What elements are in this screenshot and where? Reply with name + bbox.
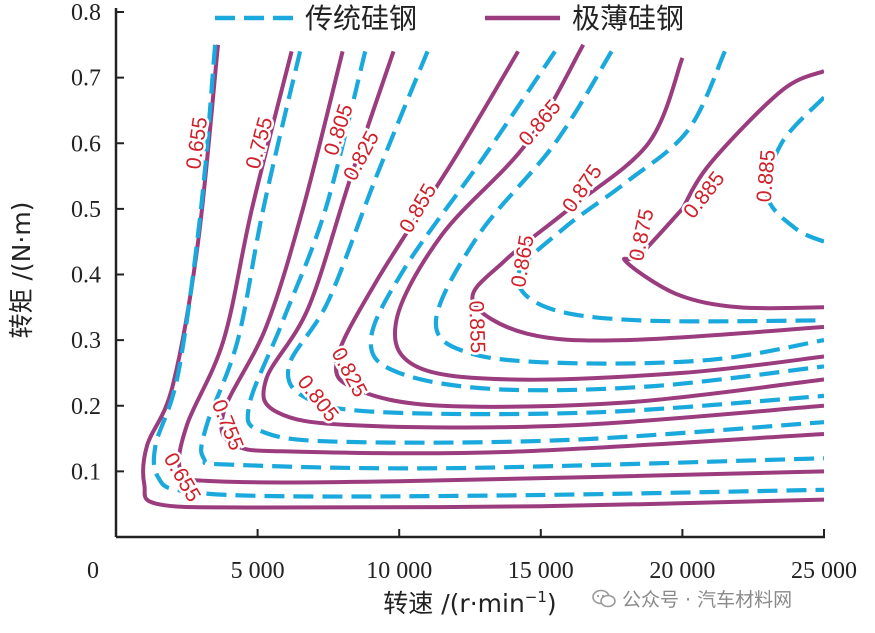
ultrathin-contour-0_875 — [470, 57, 824, 343]
contour-label: 0.655 — [182, 115, 212, 170]
contour-label: 0.855 — [464, 300, 489, 353]
legend-label-traditional: 传统硅钢 — [305, 2, 417, 35]
traditional-contour-0_855 — [368, 50, 824, 393]
legend-label-ultrathin: 极薄硅钢 — [572, 2, 684, 35]
contour-label: 0.755 — [242, 115, 278, 172]
y-tick-label: 0.1 — [71, 459, 101, 485]
y-tick-label: 0.7 — [71, 66, 101, 92]
contour-label: 0.755 — [207, 396, 248, 453]
legend: 传统硅钢 极薄硅钢 — [205, 0, 725, 36]
contour-label: 0.885 — [753, 149, 780, 203]
ultrathin-contour-0_805 — [219, 50, 824, 456]
x-tick-label: 0 — [87, 558, 99, 584]
contour-label: 0.865 — [507, 233, 539, 289]
ultrathin-contour-0_855 — [334, 50, 824, 409]
traditional-contour-0_875 — [515, 50, 824, 324]
watermark: 公众号 · 汽车材料网 — [592, 585, 792, 612]
plot-area: 0.655 0.755 0.8050.8250.8550.8650.8750.875… — [141, 43, 824, 510]
y-tick-label: 0.3 — [71, 328, 101, 354]
x-axis-title: 转速 /(r·min−1) — [383, 588, 556, 618]
contour-label: 0.885 — [679, 167, 729, 223]
ultrathin-contour-0_865 — [392, 43, 824, 382]
x-tick-label: 20 000 — [649, 558, 715, 584]
y-tick-label: 0.2 — [71, 394, 101, 420]
traditional-contour-0_825 — [285, 50, 824, 417]
contour-label: 0.805 — [293, 371, 343, 427]
x-axis-title-sup: −1 — [525, 588, 547, 606]
ultrathin-contour-0_825 — [261, 50, 824, 430]
contour-label: 0.825 — [327, 344, 372, 401]
x-tick-label: 15 000 — [508, 558, 574, 584]
traditional-contour-0_885 — [764, 95, 824, 244]
x-tick-label: 5 000 — [231, 558, 285, 584]
ultrathin-contour-0_885 — [680, 69, 824, 210]
traditional-contour-0_755 — [199, 50, 824, 471]
contour-label: 0.875 — [625, 207, 658, 263]
x-tick-label: 10 000 — [366, 558, 432, 584]
traditional-contour-0_805 — [245, 50, 824, 445]
ultrathin-contour-0_885 — [622, 207, 824, 311]
x-tick-label: 25 000 — [791, 558, 857, 584]
y-tick-label: 0.6 — [71, 131, 101, 157]
x-axis-title-main: 转速 /(r·min — [383, 589, 525, 618]
y-tick-label: 0.4 — [71, 263, 101, 289]
wechat-icon — [592, 589, 616, 607]
x-axis-title-end: ) — [547, 589, 557, 618]
axes: 0 5 000 10 000 15 000 20 000 25 000 0.1 0.2 0.3 0… — [71, 0, 857, 584]
y-axis-title: 转矩 /(N·m) — [7, 202, 36, 339]
y-tick-label: 0.5 — [71, 197, 101, 223]
traditional-contour-0_865 — [433, 50, 824, 366]
traditional-contour-0_655 — [151, 44, 824, 499]
watermark-text: 公众号 · 汽车材料网 — [622, 589, 793, 611]
y-tick-label: 0.8 — [71, 0, 101, 26]
ultrathin-contour-0_755 — [176, 50, 824, 485]
contour-label: 0.655 — [159, 449, 205, 506]
